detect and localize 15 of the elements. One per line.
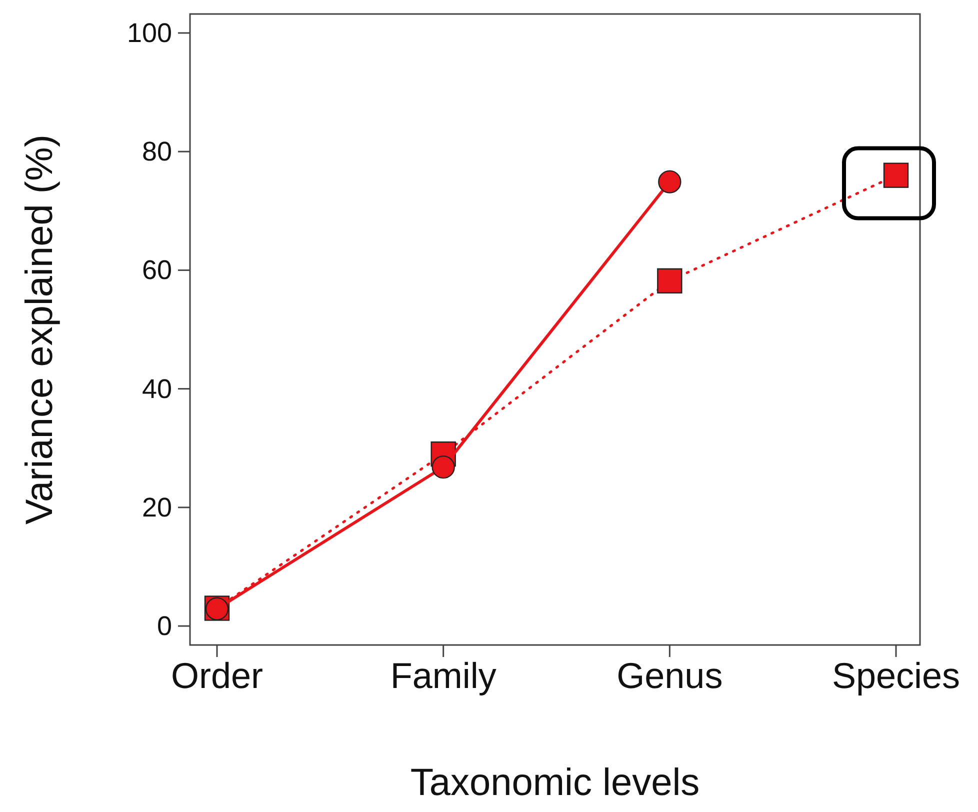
y-tick-label: 20 bbox=[142, 492, 172, 522]
y-tick-label: 80 bbox=[142, 136, 172, 167]
x-axis-title: Taxonomic levels bbox=[410, 762, 700, 804]
y-tick-label: 60 bbox=[142, 255, 172, 286]
x-tick-label: Family bbox=[390, 655, 496, 696]
x-tick-label: Genus bbox=[616, 655, 723, 696]
point bbox=[657, 268, 682, 294]
x-tick-label: Species bbox=[832, 655, 960, 696]
x-tick-label: Order bbox=[170, 655, 264, 696]
y-tick-label: 40 bbox=[142, 374, 172, 404]
point bbox=[658, 170, 682, 194]
point bbox=[432, 455, 455, 479]
y-tick-label: 100 bbox=[126, 18, 172, 48]
y-axis-title: Variance explained (%) bbox=[19, 134, 61, 525]
y-tick-label: 0 bbox=[156, 611, 172, 642]
